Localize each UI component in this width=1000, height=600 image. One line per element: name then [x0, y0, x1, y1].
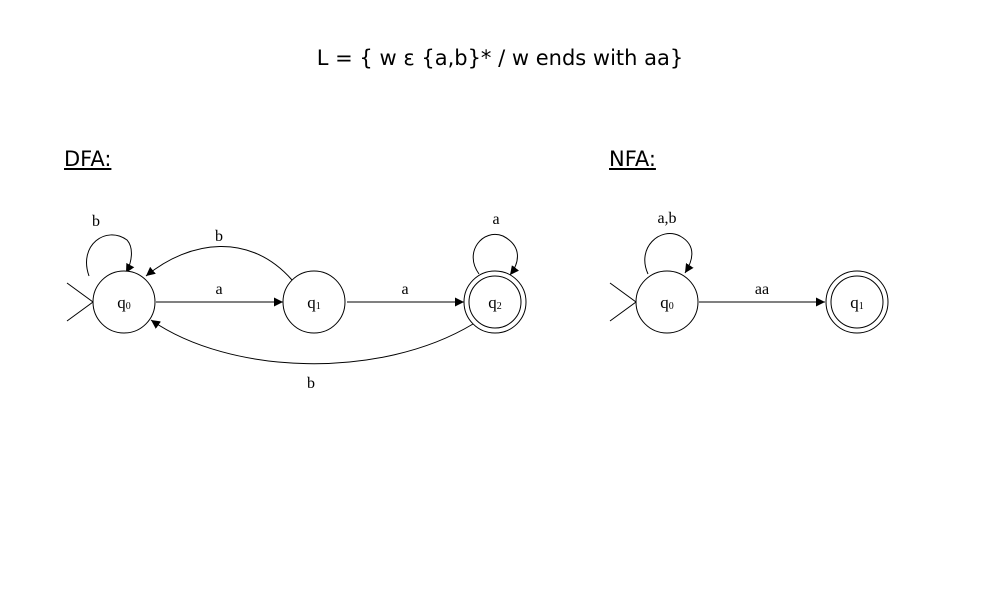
dfa-edge-q2-q2	[472, 233, 520, 276]
dfa-label-q1-q0: b	[215, 228, 223, 245]
nfa-state-q0-name: q	[660, 293, 669, 312]
dfa-start-arrow	[66, 282, 94, 322]
dfa-state-q0-name: q	[117, 293, 126, 312]
dfa-edge-q2-q0	[150, 319, 474, 365]
nfa-diagram: a,b aa q0 q1	[609, 210, 889, 334]
dfa-edge-q0-q0	[86, 234, 135, 277]
svg-text:q0: q0	[117, 293, 131, 312]
nfa-start-arrow	[609, 282, 637, 322]
svg-text:q1: q1	[307, 293, 321, 312]
nfa-state-q0-subscript: 0	[669, 301, 674, 312]
dfa-state-q0: q0	[92, 270, 156, 334]
language-title: L = { w ε {a,b}* / w ends with aa}	[316, 46, 684, 70]
dfa-state-q1-name: q	[307, 293, 316, 312]
nfa-state-q1: q1	[825, 270, 889, 334]
nfa-label-q0-q1: aa	[755, 281, 769, 298]
dfa-label-q2-q0: b	[307, 375, 315, 392]
nfa-heading: NFA:	[609, 147, 656, 171]
nfa-label-q0-q0: a,b	[657, 210, 676, 227]
dfa-state-q1: q1	[282, 270, 346, 334]
svg-text:q2: q2	[488, 293, 502, 312]
dfa-state-q0-subscript: 0	[126, 301, 131, 312]
dfa-label-q1-q2: a	[401, 281, 408, 298]
nfa-edge-q0-q0	[644, 233, 694, 275]
dfa-edge-q1-q0	[145, 246, 293, 281]
svg-text:q1: q1	[850, 293, 864, 312]
nfa-state-q1-name: q	[850, 293, 859, 312]
svg-text:q0: q0	[660, 293, 674, 312]
dfa-label-q0-q1: a	[215, 281, 222, 298]
dfa-state-q2-subscript: 2	[497, 301, 502, 312]
dfa-heading: DFA:	[64, 147, 112, 171]
dfa-state-q1-subscript: 1	[316, 301, 321, 312]
dfa-label-q2-q2: a	[492, 211, 499, 228]
dfa-label-q0-q0: b	[92, 213, 100, 230]
dfa-state-q2-name: q	[488, 293, 497, 312]
nfa-state-q1-subscript: 1	[859, 301, 864, 312]
nfa-state-q0: q0	[635, 270, 699, 334]
dfa-state-q2: q2	[463, 270, 527, 334]
dfa-diagram: b a b a a b q0 q1 q2	[66, 211, 527, 392]
